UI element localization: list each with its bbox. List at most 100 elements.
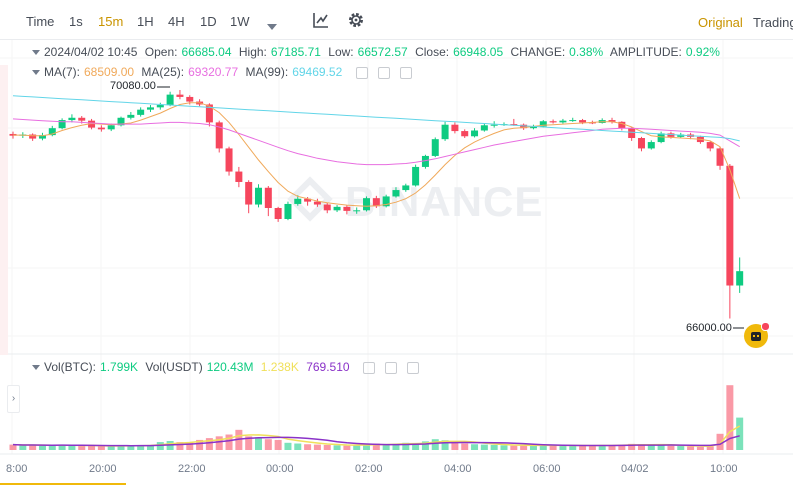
candle-body — [520, 124, 528, 129]
volume-bar — [48, 445, 56, 450]
candle-body — [255, 187, 262, 205]
time-tick: 00:00 — [266, 463, 294, 475]
candle-body — [363, 198, 371, 211]
time-tick: 10:00 — [710, 463, 738, 475]
interval-4h[interactable]: 4H — [168, 14, 185, 29]
candle-body — [441, 124, 449, 140]
candle-body — [628, 128, 636, 139]
ma-info: MA(7): 68509.00 MA(25): 69320.77 MA(99): 69… — [32, 65, 416, 79]
volume-bar — [372, 443, 380, 450]
volume-bar — [255, 437, 262, 450]
volume-bar — [588, 445, 596, 450]
volume-bar — [343, 445, 351, 450]
volume-bar — [97, 446, 105, 450]
candle-body — [726, 165, 734, 286]
close-label: Close: — [415, 45, 450, 59]
vol-usdt-value: 120.43M — [206, 360, 254, 374]
candle-body — [402, 185, 410, 191]
volume-bar — [549, 445, 557, 450]
volume-bar — [451, 442, 459, 450]
interval-1s[interactable]: 1s — [69, 14, 83, 29]
gear-icon[interactable] — [384, 361, 397, 374]
candle-body — [58, 120, 66, 129]
volume-bar — [205, 438, 213, 450]
chart-canvas[interactable]: BINANCE — [0, 40, 793, 502]
volume-bar — [412, 443, 420, 450]
time-interval-label[interactable]: Time — [26, 14, 55, 29]
eye-icon[interactable] — [362, 361, 375, 374]
candle-body — [637, 138, 645, 149]
kline-chart[interactable]: BINANCE 2024/04/02 10:45 Open: 66685.04 H… — [0, 40, 793, 502]
close-icon[interactable] — [406, 361, 419, 374]
volume-bar — [500, 445, 508, 450]
candle-body — [48, 128, 56, 136]
volume-bar — [38, 445, 46, 450]
volume-bar — [215, 436, 223, 450]
candle-body — [353, 210, 361, 212]
interval-1d[interactable]: 1D — [200, 14, 217, 29]
volume-bar — [127, 445, 135, 450]
volume-bar — [402, 442, 410, 450]
chevron-down-icon[interactable] — [267, 17, 277, 35]
volume-bar — [284, 442, 292, 450]
high-label: High: — [238, 45, 267, 59]
expand-icon[interactable]: › — [7, 385, 20, 413]
volume-bar — [569, 446, 577, 450]
collapse-caret-icon[interactable] — [32, 70, 40, 76]
interval-15m[interactable]: 15m — [98, 14, 124, 29]
candle-body — [97, 127, 105, 130]
volume-bar — [431, 439, 439, 450]
vol-ma2-value: 769.510 — [306, 360, 350, 374]
candle-body — [618, 121, 626, 129]
ma-line-99 — [12, 95, 740, 142]
interval-1w[interactable]: 1W — [230, 14, 250, 29]
volume-bar — [68, 445, 76, 450]
trading-view-tab[interactable]: Trading — [753, 15, 793, 30]
collapse-caret-icon[interactable] — [32, 365, 40, 371]
original-view-tab[interactable]: Original — [698, 15, 743, 30]
volume-bar — [687, 446, 695, 450]
volume-bar — [146, 444, 154, 450]
candle-body — [608, 120, 616, 122]
close-icon[interactable] — [399, 66, 412, 79]
volume-bar — [559, 445, 567, 450]
indicator-icon[interactable] — [313, 12, 329, 33]
volume-bar — [176, 442, 184, 450]
volume-bar — [480, 444, 488, 450]
volume-bar — [137, 445, 145, 450]
candle-body — [176, 94, 184, 97]
candle-body — [205, 104, 213, 123]
candle-date: 2024/04/02 10:45 — [44, 45, 138, 59]
ohlc-info: 2024/04/02 10:45 Open: 66685.04 High: 6718… — [32, 45, 724, 59]
volume-bar — [29, 444, 37, 450]
gear-icon[interactable] — [377, 66, 390, 79]
volume-bar — [579, 445, 587, 450]
candle-body — [490, 124, 498, 126]
candle-body — [146, 107, 154, 110]
candle-body — [235, 171, 243, 182]
volume-bar — [363, 444, 371, 450]
volume-bar — [696, 446, 704, 450]
candle-body — [431, 139, 439, 156]
candle-body — [245, 181, 253, 205]
interval-1h[interactable]: 1H — [137, 14, 154, 29]
settings-icon[interactable] — [348, 12, 364, 33]
volume-bar — [304, 444, 312, 450]
volume-bar — [421, 441, 429, 450]
binance-logo-icon — [287, 176, 333, 222]
volume-bar — [520, 445, 528, 450]
candle-body — [264, 187, 272, 208]
volume-ma-line — [12, 435, 740, 447]
candle-body — [186, 96, 194, 102]
open-value: 66685.04 — [181, 45, 232, 59]
volume-bar — [353, 444, 361, 450]
collapse-caret-icon[interactable] — [32, 50, 40, 56]
volume-info: Vol(BTC): 1.799K Vol(USDT) 120.43M 1.238K … — [32, 360, 423, 374]
candle-body — [225, 148, 233, 172]
eye-icon[interactable] — [355, 66, 368, 79]
candle-body — [313, 201, 321, 205]
ma25-value: 69320.77 — [188, 65, 239, 79]
candle-body — [284, 203, 292, 219]
candle-body — [461, 131, 469, 137]
volume-bar — [107, 446, 115, 450]
